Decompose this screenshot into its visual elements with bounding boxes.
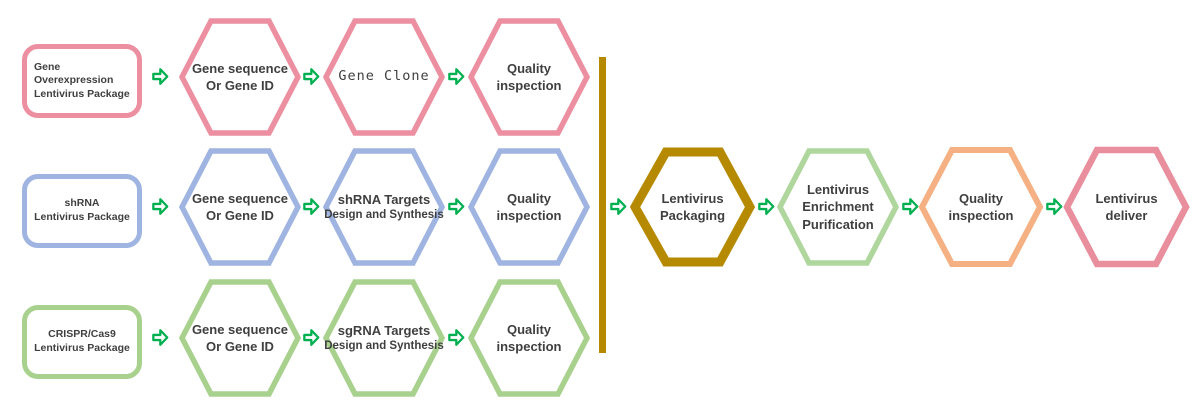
hexagon-shape <box>323 279 445 397</box>
flow-arrow-icon <box>758 198 775 215</box>
package-label-line: shRNA <box>64 197 100 210</box>
label-line: Design and Synthesis <box>324 208 444 221</box>
hexagon-quality-inspection: Quality inspection <box>918 146 1044 268</box>
package-label-line: Lentivirus Package <box>34 211 130 223</box>
hexagon-shrna-targets: shRNA Targets Design and Synthesis <box>323 147 445 267</box>
hexagon-label: Gene sequence Or Gene ID <box>179 147 301 267</box>
label-line: Gene sequence <box>191 321 289 337</box>
hexagon-gene-sequence: Gene sequence Or Gene ID <box>179 278 301 398</box>
label-line: Gene sequence <box>191 60 289 76</box>
label-line: Quality <box>506 321 552 337</box>
hexagon-gene-sequence: Gene sequence Or Gene ID <box>179 17 301 137</box>
label-line: sgRNA Targets <box>337 322 431 338</box>
label-line: inspection <box>496 78 562 93</box>
hexagon-label: Quality inspection <box>468 278 590 398</box>
hexagon-shape <box>918 147 1044 267</box>
label-line: Purification <box>802 216 874 232</box>
label-line: Or Gene ID <box>206 339 274 354</box>
hexagon-gene-sequence: Gene sequence Or Gene ID <box>179 147 301 267</box>
hexagon-label: sgRNA Targets Design and Synthesis <box>323 278 445 398</box>
hexagon-quality-inspection: Quality inspection <box>468 278 590 398</box>
hexagon-label: shRNA Targets Design and Synthesis <box>323 147 445 267</box>
flow-arrow-icon <box>610 198 627 215</box>
stage-divider <box>599 57 606 353</box>
hexagon-quality-inspection: Quality inspection <box>468 147 590 267</box>
hexagon-shape <box>629 147 756 267</box>
hexagon-label: Quality inspection <box>468 147 590 267</box>
hexagon-lentivirus-deliver: Lentivirus deliver <box>1063 146 1190 268</box>
flow-arrow-icon <box>448 329 465 346</box>
hexagon-label: Quality inspection <box>918 146 1044 268</box>
hexagon-label: Lentivirus Packaging <box>629 146 756 268</box>
hexagon-label: Lentivirus deliver <box>1063 146 1190 268</box>
label-line: Enrichment <box>802 199 874 215</box>
label-line: Or Gene ID <box>206 208 274 223</box>
hexagon-shape <box>323 148 445 266</box>
flow-arrow-icon <box>1046 198 1063 215</box>
label-line: deliver <box>1105 208 1148 223</box>
label-line: Gene Clone <box>338 68 430 85</box>
hexagon-shape <box>468 18 590 136</box>
hexagon-shape <box>323 18 445 136</box>
package-label-line: CRISPR/Cas9 <box>48 328 116 341</box>
package-box-crispr-cas9: CRISPR/Cas9 Lentivirus Package <box>22 305 142 379</box>
hexagon-label: Quality inspection <box>468 17 590 137</box>
label-line: Quality <box>958 190 1004 206</box>
hexagon-shape <box>1063 146 1190 268</box>
label-line: Lentivirus <box>806 182 870 198</box>
package-box-shrna: shRNA Lentivirus Package <box>22 174 142 248</box>
hexagon-label: Gene Clone <box>323 17 445 137</box>
flow-arrow-icon <box>303 329 320 346</box>
label-line: Lentivirus <box>1095 190 1158 206</box>
label-line: inspection <box>496 208 562 223</box>
label-line: Quality <box>506 190 552 206</box>
hexagon-quality-inspection: Quality inspection <box>468 17 590 137</box>
hexagon-shape <box>179 279 301 397</box>
package-box-gene-overexpression: Gene Overexpression Lentivirus Package <box>22 44 142 118</box>
flow-arrow-icon <box>902 198 919 215</box>
hexagon-lentivirus-packaging: Lentivirus Packaging <box>629 146 756 268</box>
label-line: Quality <box>506 60 552 76</box>
hexagon-label: Gene sequence Or Gene ID <box>179 17 301 137</box>
package-label-line: Lentivirus Package <box>34 87 130 100</box>
package-label-line: Gene Overexpression <box>34 60 114 87</box>
flow-arrow-icon <box>303 198 320 215</box>
hexagon-label: Gene sequence Or Gene ID <box>179 278 301 398</box>
flow-arrow-icon <box>152 329 169 346</box>
flow-arrow-icon <box>448 68 465 85</box>
hexagon-shape <box>468 279 590 397</box>
flow-arrow-icon <box>152 68 169 85</box>
label-line: inspection <box>948 208 1014 223</box>
label-line: shRNA Targets <box>337 191 431 207</box>
hexagon-shape <box>179 18 301 136</box>
package-label-line: Lentivirus Package <box>34 342 130 354</box>
flow-arrow-icon <box>152 198 169 215</box>
flow-arrow-icon <box>448 198 465 215</box>
label-line: Lentivirus <box>661 190 724 206</box>
hexagon-shape <box>179 148 301 266</box>
label-line: Or Gene ID <box>206 78 274 93</box>
hexagon-label: Lentivirus Enrichment Purification <box>777 147 899 267</box>
label-line: Packaging <box>659 208 726 223</box>
label-line: Gene sequence <box>191 190 289 206</box>
hexagon-lentivirus-enrichment-purification: Lentivirus Enrichment Purification <box>777 147 899 267</box>
hexagon-gene-clone: Gene Clone <box>323 17 445 137</box>
hexagon-shape <box>468 148 590 266</box>
flow-arrow-icon <box>303 68 320 85</box>
hexagon-sgrna-targets: sgRNA Targets Design and Synthesis <box>323 278 445 398</box>
hexagon-shape <box>777 148 899 266</box>
label-line: inspection <box>496 339 562 354</box>
label-line: Design and Synthesis <box>324 339 444 352</box>
